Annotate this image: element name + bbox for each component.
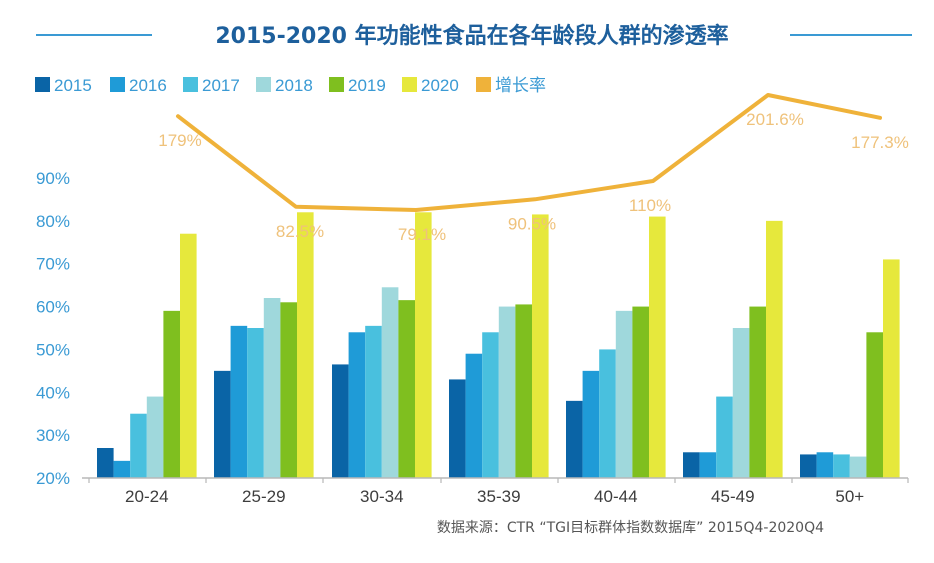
legend-swatch-2017: [183, 77, 198, 92]
bar-2019-30-34: [398, 300, 415, 478]
legend-swatch-2020: [402, 77, 417, 92]
x-tick-label: 50+: [835, 487, 864, 506]
x-tick-label: 20-24: [125, 487, 168, 506]
growth-rate-label: 177.3%: [851, 133, 909, 152]
bar-groups: [97, 212, 900, 479]
x-tick-label: 25-29: [242, 487, 285, 506]
growth-rate-label: 201.6%: [746, 110, 804, 129]
growth-rate-label: 82.5%: [276, 222, 324, 241]
bar-2015-40-44: [566, 400, 583, 478]
legend-swatch-2018: [256, 77, 271, 92]
legend-label: 2017: [202, 76, 240, 95]
bar-2015-25-29: [214, 370, 231, 478]
legend-swatch-2015: [35, 77, 50, 92]
growth-rate-series: 179% 82.5% 79.1% 90.5% 110% 201.6% 177.3%: [158, 93, 909, 244]
bar-2018-20-24: [146, 396, 164, 478]
bar-group-40-44: [566, 216, 666, 479]
y-tick-label: 80%: [36, 212, 70, 231]
bar-2020-30-34: [415, 212, 432, 479]
legend-label: 2019: [348, 76, 386, 95]
bar-2015-50+: [800, 454, 817, 478]
bar-2019-25-29: [280, 302, 297, 478]
bar-2020-40-44: [649, 216, 666, 479]
bar-2019-20-24: [163, 310, 180, 478]
x-tick-label: 30-34: [360, 487, 403, 506]
chart-title: 2015-2020 年功能性食品在各年龄段人群的渗透率: [215, 23, 728, 49]
bar-2019-45-49: [749, 306, 766, 478]
bar-2019-40-44: [632, 306, 649, 478]
legend-swatch-增长率: [476, 77, 491, 92]
x-tick-label: 35-39: [477, 487, 520, 506]
growth-rate-label: 90.5%: [508, 214, 556, 233]
bar-2015-35-39: [449, 379, 466, 478]
legend-label: 2018: [275, 76, 313, 95]
bar-2020-50+: [883, 259, 900, 478]
bar-2020-35-39: [532, 214, 549, 478]
bar-2016-50+: [816, 452, 834, 478]
y-tick-label: 50%: [36, 340, 70, 359]
x-axis: 20-24 25-29 30-34 35-39 40-44 45-49 50+: [82, 477, 909, 506]
bar-2018-25-29: [263, 298, 281, 478]
bar-group-25-29: [214, 212, 314, 479]
bar-2017-35-39: [482, 332, 499, 478]
growth-rate-label: 179%: [158, 131, 201, 150]
bar-group-50+: [800, 259, 900, 478]
y-axis: 20% 30% 40% 50% 60% 70% 80% 90%: [36, 169, 70, 488]
bar-2016-25-29: [230, 325, 248, 478]
y-tick-label: 30%: [36, 426, 70, 445]
y-tick-label: 60%: [36, 298, 70, 317]
bar-2020-25-29: [297, 212, 314, 479]
legend-label: 2016: [129, 76, 167, 95]
bar-2018-30-34: [381, 287, 399, 478]
growth-rate-line: [176, 93, 882, 212]
bar-2017-30-34: [365, 325, 382, 478]
legend-label: 2015: [54, 76, 92, 95]
bar-2020-20-24: [180, 233, 197, 478]
bar-2017-50+: [833, 454, 850, 478]
bar-2015-20-24: [97, 448, 114, 478]
bar-2016-40-44: [582, 370, 600, 478]
bar-2017-25-29: [247, 328, 264, 478]
bar-2015-30-34: [332, 364, 349, 478]
bar-2016-30-34: [348, 332, 366, 478]
bar-2018-50+: [849, 456, 867, 478]
legend: 2015 2016 2017 2018 2019 2020 增长率: [35, 76, 546, 95]
source-note: 数据来源：CTR “TGI目标群体指数数据库” 2015Q4-2020Q4: [437, 520, 824, 536]
bar-2016-20-24: [113, 460, 131, 478]
bar-2019-35-39: [515, 304, 532, 478]
bar-2017-40-44: [599, 349, 616, 478]
y-tick-label: 20%: [36, 469, 70, 488]
bar-2020-45-49: [766, 220, 783, 478]
bar-2018-35-39: [498, 306, 516, 478]
bar-2016-45-49: [699, 452, 717, 478]
growth-rate-label: 110%: [629, 196, 671, 215]
bar-2018-40-44: [615, 310, 633, 478]
bar-2017-20-24: [130, 413, 147, 478]
y-tick-label: 70%: [36, 255, 70, 274]
bar-2015-45-49: [683, 452, 700, 478]
legend-label: 增长率: [495, 76, 546, 95]
bar-2017-45-49: [716, 396, 733, 478]
bar-group-35-39: [449, 214, 549, 478]
y-tick-label: 40%: [36, 383, 70, 402]
x-tick-label: 40-44: [594, 487, 637, 506]
bar-group-45-49: [683, 220, 783, 478]
legend-swatch-2019: [329, 77, 344, 92]
bar-2016-35-39: [465, 353, 483, 478]
bar-group-20-24: [97, 233, 197, 478]
bar-2018-45-49: [732, 328, 750, 478]
bar-2019-50+: [866, 332, 883, 478]
legend-swatch-2016: [110, 77, 125, 92]
y-tick-label: 90%: [36, 169, 70, 188]
bar-group-30-34: [332, 212, 432, 479]
growth-rate-label: 79.1%: [398, 225, 446, 244]
legend-label: 2020: [421, 76, 459, 95]
x-tick-label: 45-49: [711, 487, 754, 506]
